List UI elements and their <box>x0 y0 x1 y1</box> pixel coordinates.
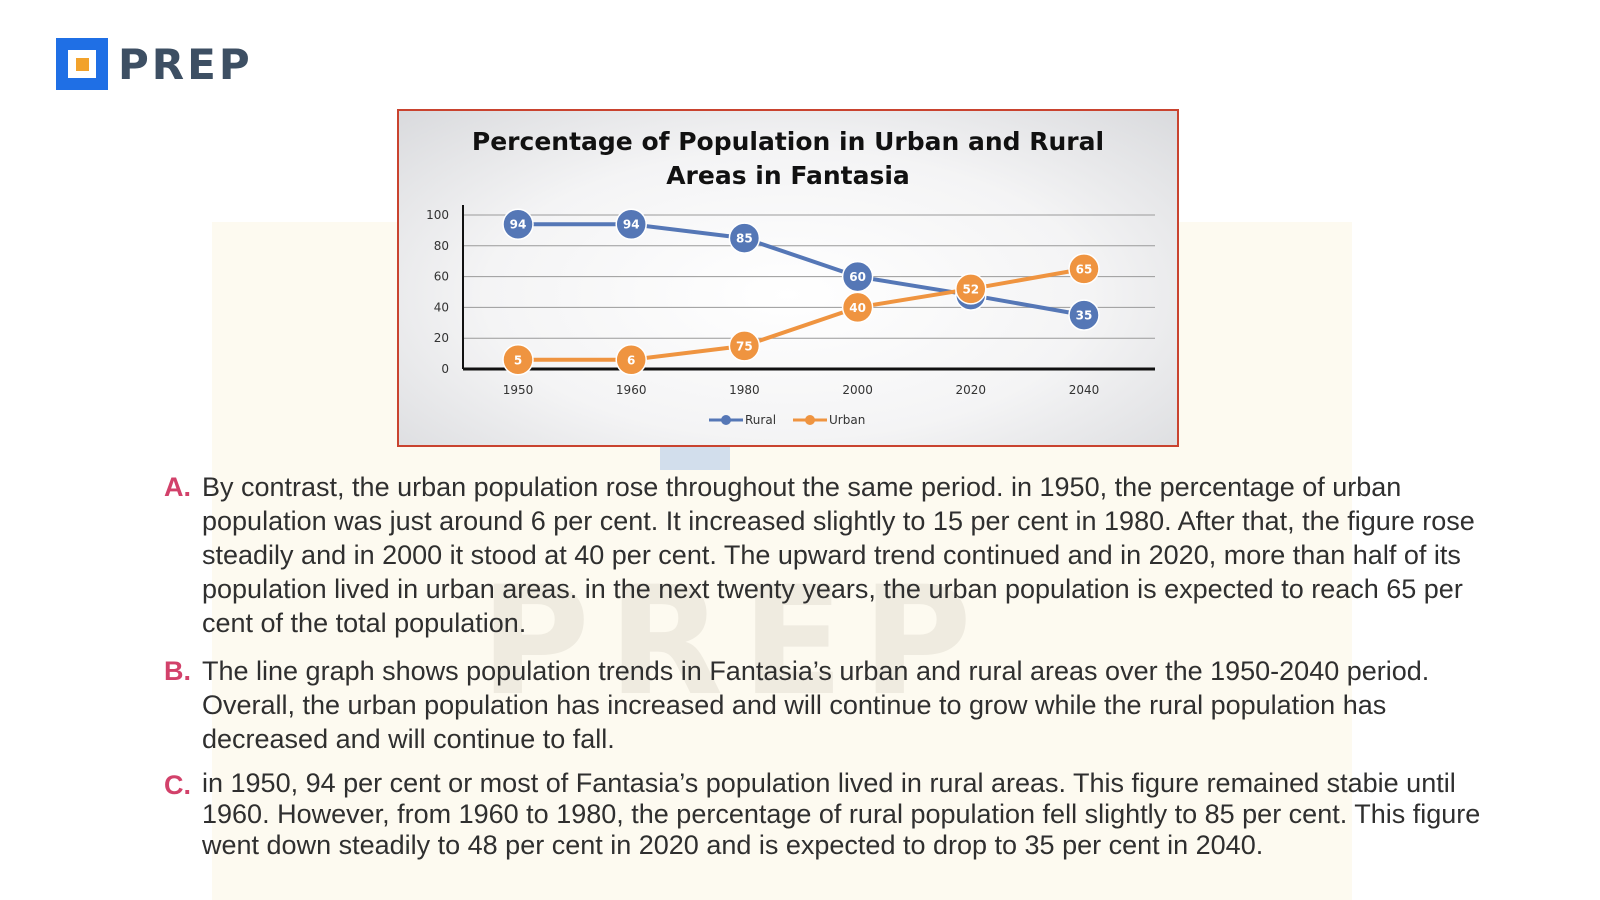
legend-marker-rural <box>721 415 731 425</box>
data-label-rural: 35 <box>1076 309 1093 323</box>
data-label-rural: 94 <box>510 218 527 232</box>
prep-logo-text: PREP <box>118 39 253 89</box>
x-tick-label: 1950 <box>503 383 534 397</box>
x-tick-label: 2000 <box>842 383 873 397</box>
data-point-rural <box>1068 299 1100 331</box>
data-label-urban: 6 <box>627 353 635 367</box>
data-point-rural <box>728 222 761 254</box>
chart-title-line2: Areas in Fantasia <box>666 161 910 190</box>
legend-label-urban: Urban <box>829 413 865 427</box>
y-tick-label: 40 <box>434 300 449 314</box>
answer-b[interactable]: B. The line graph shows population trend… <box>164 654 1484 756</box>
chart-frame: Percentage of Population in Urban and Ru… <box>397 109 1179 447</box>
y-tick-label: 0 <box>441 362 449 376</box>
legend-marker-urban <box>805 415 815 425</box>
data-label-rural: 60 <box>849 270 866 284</box>
x-tick-label: 1960 <box>616 383 647 397</box>
x-tick-label: 2020 <box>956 383 987 397</box>
x-tick-label: 2040 <box>1069 383 1100 397</box>
data-label-urban: 65 <box>1076 262 1093 276</box>
data-label-urban: 5 <box>514 353 522 367</box>
data-point-rural <box>841 260 874 293</box>
answer-letter: A. <box>164 472 191 502</box>
prep-logo[interactable]: PREP <box>56 38 253 90</box>
data-label-rural: 94 <box>623 218 640 232</box>
y-tick-label: 20 <box>434 331 449 345</box>
x-tick-label: 1980 <box>729 383 760 397</box>
data-point-urban <box>728 330 761 362</box>
answer-a[interactable]: A. By contrast, the urban population ros… <box>164 470 1484 640</box>
watermark-text: PREP <box>480 555 990 729</box>
chart-title: Percentage of Population in Urban and Ru… <box>399 125 1177 193</box>
y-tick-label: 100 <box>426 208 449 222</box>
data-label-rural: 85 <box>736 232 753 246</box>
data-label-urban: 75 <box>736 339 753 353</box>
answer-c[interactable]: C. in 1950, 94 per cent or most of Fanta… <box>164 768 1484 861</box>
answer-letter: B. <box>164 656 191 686</box>
answer-text: The line graph shows population trends i… <box>202 656 1430 754</box>
data-point-urban <box>955 273 987 305</box>
data-point-urban <box>841 291 874 324</box>
data-point-rural <box>615 208 647 240</box>
chart-title-line1: Percentage of Population in Urban and Ru… <box>471 127 1105 156</box>
series-line-rural <box>518 222 1085 318</box>
series-line-urban <box>518 266 1085 362</box>
data-label-urban: 52 <box>962 282 979 296</box>
answer-text: By contrast, the urban population rose t… <box>202 472 1475 638</box>
data-point-urban <box>502 344 534 376</box>
data-point-urban <box>1068 253 1100 285</box>
data-label-urban: 40 <box>849 301 866 315</box>
answer-text: in 1950, 94 per cent or most of Fantasia… <box>202 768 1481 860</box>
data-point-urban <box>615 344 647 376</box>
answer-letter: C. <box>164 770 191 800</box>
prep-logo-icon <box>56 38 108 90</box>
y-tick-label: 60 <box>434 270 449 284</box>
y-tick-label: 80 <box>434 239 449 253</box>
answer-list: A. By contrast, the urban population ros… <box>164 470 1484 861</box>
legend-label-rural: Rural <box>745 413 776 427</box>
data-point-rural <box>502 208 534 240</box>
